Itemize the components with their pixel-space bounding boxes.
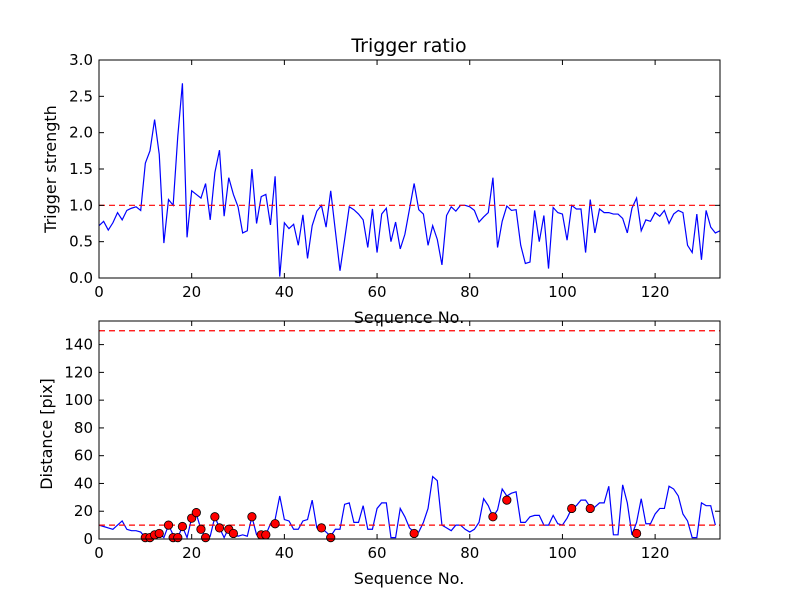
data-point-marker — [214, 523, 225, 533]
y-tick-label: 2.0 — [69, 124, 93, 142]
y-tick-label: 40 — [74, 474, 93, 492]
data-point-marker — [261, 530, 271, 540]
y-tick-label: 3.0 — [69, 51, 93, 69]
x-tick-label: 80 — [460, 283, 479, 301]
y-tick-label: 0.0 — [69, 269, 93, 287]
x-tick-label: 40 — [275, 283, 294, 301]
data-point-marker — [316, 523, 327, 533]
series-line — [99, 83, 720, 277]
x-tick-label: 0 — [94, 544, 104, 562]
x-tick-label: 20 — [182, 283, 201, 301]
x-tick-label: 60 — [368, 544, 387, 562]
data-point-marker — [191, 508, 201, 518]
chart-title: Trigger ratio — [350, 35, 466, 57]
y-axis-label: Trigger strength — [41, 105, 60, 234]
data-point-marker — [409, 528, 419, 539]
data-point-marker — [631, 528, 642, 539]
data-point-marker — [173, 533, 183, 543]
axes-frame — [98, 320, 721, 540]
trigger-ratio-chart: Trigger ratio Trigger strength Sequence … — [41, 35, 721, 327]
data-point-marker — [196, 524, 206, 534]
y-tick-label: 100 — [64, 391, 93, 409]
data-point-marker — [488, 512, 498, 522]
y-tick-label: 1.5 — [69, 160, 93, 178]
y-tick-label: 120 — [64, 363, 93, 381]
y-tick-label: 20 — [74, 502, 93, 520]
data-point-marker — [163, 520, 174, 530]
data-point-marker — [326, 533, 336, 543]
data-point-marker — [210, 512, 220, 522]
data-point-marker — [200, 533, 211, 543]
x-tick-label: 120 — [641, 544, 670, 562]
data-point-marker — [270, 519, 280, 529]
data-point-marker — [154, 528, 164, 539]
data-point-marker — [177, 521, 188, 532]
x-tick-label: 20 — [182, 544, 201, 562]
distance-chart: Distance [pix] Sequence No. 0 20 40 60 80 100… — [37, 320, 721, 588]
x-tick-label: 40 — [275, 544, 294, 562]
y-tick-label: 2.5 — [69, 87, 93, 105]
x-tick-label: 60 — [368, 283, 387, 301]
data-point-marker — [585, 503, 595, 514]
data-point-marker — [567, 503, 577, 514]
data-point-marker — [228, 528, 238, 539]
x-tick-label: 0 — [94, 283, 104, 301]
y-tick-label: 0.5 — [69, 233, 93, 251]
y-tick-label: 60 — [74, 447, 93, 465]
x-tick-label: 80 — [460, 544, 479, 562]
x-axis-label: Sequence No. — [354, 569, 465, 588]
y-tick-label: 0 — [83, 530, 93, 548]
y-tick-label: 140 — [64, 336, 93, 354]
x-axis-label: Sequence No. — [354, 308, 465, 327]
y-tick-label: 80 — [74, 419, 93, 437]
y-tick-label: 1.0 — [69, 196, 93, 214]
plot-area-distance: 0 20 40 60 80 100 120 0 20 40 60 80 100 120 140 — [64, 320, 721, 562]
x-tick-label: 100 — [548, 544, 577, 562]
data-point-marker — [247, 512, 257, 522]
x-tick-label: 120 — [641, 283, 670, 301]
data-point-marker — [502, 495, 512, 505]
y-axis-label: Distance [pix] — [37, 378, 56, 490]
x-tick-label: 100 — [548, 283, 577, 301]
plot-area-trigger-strength: 0 20 40 60 80 100 120 0.0 0.5 1.0 1.5 2.0 2.5 3.0 — [69, 51, 721, 301]
